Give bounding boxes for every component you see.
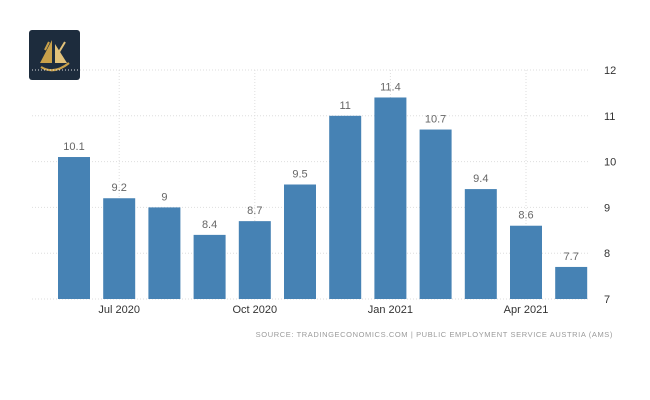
bar xyxy=(103,198,136,299)
y-tick-label: 8 xyxy=(604,248,610,260)
data-label: 9 xyxy=(161,191,167,203)
y-tick-label: 11 xyxy=(604,111,615,123)
sailboat-logo-icon xyxy=(40,40,70,72)
data-labels: 10.1 9.2 9 8.4 8.7 9.5 11 11.4 10.7 9.4 8.6 7.7 xyxy=(63,81,579,262)
bar xyxy=(555,266,588,299)
bar xyxy=(238,221,271,299)
data-label: 11 xyxy=(339,100,350,112)
data-label: 9.4 xyxy=(473,173,488,185)
bar xyxy=(419,129,452,299)
data-label: 9.2 xyxy=(112,182,127,194)
data-label: 10.1 xyxy=(63,141,84,153)
data-label: 11.4 xyxy=(380,81,401,93)
brand-logo xyxy=(29,30,80,80)
x-tick-label: Oct 2020 xyxy=(232,304,277,316)
y-tick-label: 12 xyxy=(604,65,616,77)
bar xyxy=(464,189,497,299)
bar xyxy=(329,115,362,299)
y-axis-ticks: 7 8 9 10 11 12 xyxy=(604,65,616,306)
data-label: 10.7 xyxy=(425,114,446,126)
x-tick-label: Jan 2021 xyxy=(368,304,413,316)
x-tick-label: Jul 2020 xyxy=(98,304,140,316)
bar xyxy=(58,157,90,299)
data-label: 8.7 xyxy=(247,205,262,217)
bar xyxy=(284,184,316,299)
bar xyxy=(510,225,542,299)
y-tick-label: 7 xyxy=(604,294,610,306)
data-label: 8.4 xyxy=(202,219,217,231)
x-axis-ticks: Jul 2020 Oct 2020 Jan 2021 Apr 2021 xyxy=(98,304,548,316)
y-tick-label: 10 xyxy=(604,157,616,169)
data-label: 7.7 xyxy=(564,251,579,263)
y-tick-label: 9 xyxy=(604,202,610,214)
bar xyxy=(193,234,226,299)
bar xyxy=(374,97,407,299)
data-label: 9.5 xyxy=(292,169,307,181)
data-label: 8.6 xyxy=(518,210,533,222)
bar xyxy=(148,207,181,299)
x-tick-label: Apr 2021 xyxy=(504,304,549,316)
source-note: SOURCE: TRADINGECONOMICS.COM | PUBLIC EM… xyxy=(255,330,613,339)
bars xyxy=(58,97,588,299)
